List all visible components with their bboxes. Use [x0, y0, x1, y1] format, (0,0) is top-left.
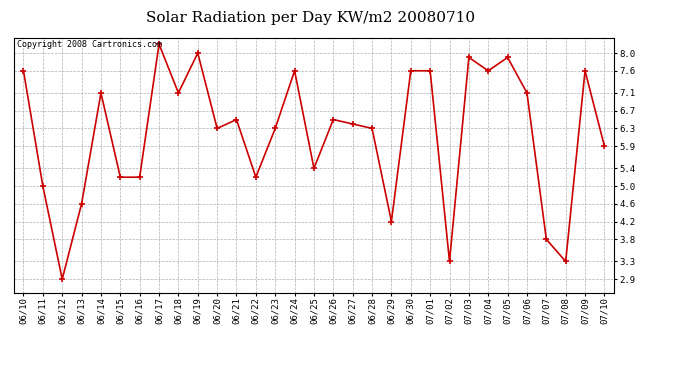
Text: Solar Radiation per Day KW/m2 20080710: Solar Radiation per Day KW/m2 20080710	[146, 11, 475, 25]
Text: Copyright 2008 Cartronics.com: Copyright 2008 Cartronics.com	[17, 40, 161, 49]
